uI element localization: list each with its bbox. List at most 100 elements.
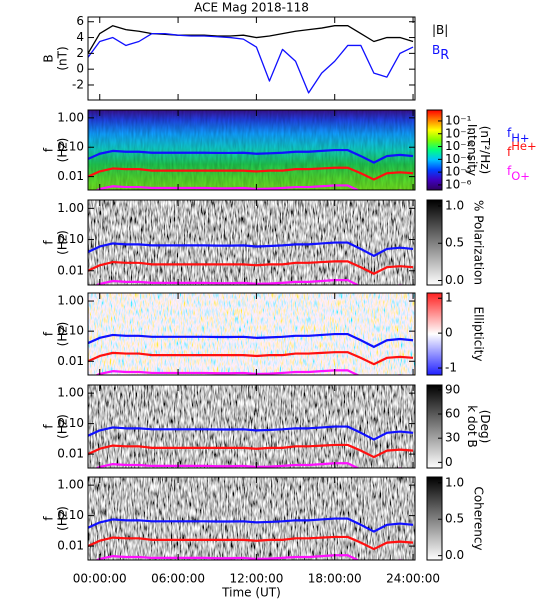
colorbar-tick-label: 10⁻⁴ [445, 152, 472, 166]
colorbar [426, 199, 443, 286]
colorbar-tick-label: 0.0 [445, 548, 464, 562]
colorbar-tick-label: 0 [445, 326, 453, 340]
colorbar-tick-label: -1 [445, 361, 457, 375]
y-axis-label: B [42, 54, 56, 62]
legend-entry: fO+ [507, 164, 530, 183]
y-tick-label: 1.00 [57, 386, 84, 400]
colorbar [426, 476, 443, 561]
series-line [94, 369, 408, 375]
y-tick-label: 0.10 [57, 232, 84, 246]
plot-area [88, 332, 414, 375]
colorbar-label: (nT²/Hz) [478, 126, 492, 174]
y-axis-label: f [42, 240, 56, 245]
colorbar-tick-label: 0 [445, 455, 453, 469]
colorbar-tick-label: 10⁻⁵ [445, 165, 472, 179]
plot-frame [87, 476, 416, 561]
x-tick-label: 12:00:00 [229, 572, 283, 586]
series-line [88, 443, 414, 459]
y-axis-label: (Hz) [56, 322, 70, 347]
colorbar-tick-label: 1.0 [445, 475, 464, 489]
spectrogram-image [88, 385, 415, 468]
series-line [94, 184, 409, 190]
legend-sub: He+ [511, 139, 536, 153]
series-line [88, 260, 414, 275]
y-tick-label: 1.00 [57, 478, 84, 492]
plot-frame [87, 199, 416, 286]
colorbar-tick-label: 1 [445, 291, 453, 305]
series-line [94, 462, 408, 468]
y-tick-label: 1.00 [57, 110, 84, 124]
plot-frame [87, 16, 416, 101]
y-tick-label: 2 [76, 46, 84, 60]
series-line [88, 166, 414, 181]
plot-area [88, 25, 414, 94]
legend-entry: fHe+ [507, 139, 537, 159]
plot-area [88, 148, 414, 190]
colorbar-tick-label: 10⁻² [445, 126, 472, 140]
x-tick-label: 06:00:00 [151, 572, 205, 586]
colorbar-tick-label: 60 [445, 407, 460, 421]
legend-entry: |B| [432, 23, 448, 37]
legend-name: f [507, 164, 512, 178]
spectrogram-image [88, 200, 415, 285]
colorbar-label: Intensity [465, 124, 479, 176]
plot-area [88, 241, 414, 285]
colorbar-tick-label: 0.0 [445, 273, 464, 287]
series-line [88, 32, 414, 94]
legend-name: f [507, 145, 512, 159]
y-axis-label: (nT) [56, 46, 70, 70]
y-axis-label: (Hz) [56, 506, 70, 531]
y-tick-label: 0.10 [57, 140, 84, 154]
y-tick-label: 0.01 [57, 447, 84, 461]
y-tick-label: 0.01 [57, 263, 84, 277]
colorbar-tick-label: 10⁻⁶ [445, 177, 472, 191]
x-axis-label: Time (UT) [221, 586, 281, 600]
colorbar-tick-label: 10⁻³ [445, 139, 472, 153]
series-line [88, 425, 414, 441]
y-tick-label: 1.00 [57, 294, 84, 308]
y-tick-label: 1.00 [57, 201, 84, 215]
colorbar-tick-label: 0.5 [445, 512, 464, 526]
y-tick-label: 0.01 [57, 539, 84, 553]
y-axis-label: f [42, 331, 56, 336]
plot-frame [87, 109, 416, 191]
x-tick-label: 24:00:00 [386, 572, 440, 586]
series-line [88, 148, 414, 164]
plot-area [88, 517, 414, 560]
y-axis-label: f [42, 516, 56, 521]
y-axis-label: (Hz) [56, 230, 70, 255]
y-tick-label: 4 [76, 30, 84, 44]
colorbar-tick-label: 0.5 [445, 236, 464, 250]
y-axis-label: f [42, 424, 56, 429]
y-axis-label: (Hz) [56, 138, 70, 163]
series-line [88, 332, 414, 348]
y-axis-label: (Hz) [56, 414, 70, 439]
y-tick-label: 0.10 [57, 508, 84, 522]
y-tick-label: 0 [76, 62, 84, 76]
legend-name: B [432, 43, 440, 57]
colorbar-tick-label: 90 [445, 382, 460, 396]
plot-frame [87, 384, 416, 469]
y-tick-label: 0.10 [57, 416, 84, 430]
spectrogram-image [88, 477, 415, 560]
plot-frame [87, 292, 416, 376]
legend-name: |B| [432, 23, 448, 37]
colorbar [426, 292, 443, 376]
colorbar-tick-label: 1.0 [445, 198, 464, 212]
series-line [88, 535, 414, 551]
colorbar [426, 109, 443, 191]
y-tick-label: 6 [76, 14, 84, 28]
colorbar-label: (Deg) [478, 410, 492, 444]
y-tick-label: 0.10 [57, 324, 84, 338]
series-line [94, 554, 408, 560]
spectrogram-texture [88, 110, 415, 190]
y-tick-label: 0.01 [57, 354, 84, 368]
colorbar-tick-label: 10⁻¹ [445, 113, 472, 127]
legend-entry: BR [432, 43, 449, 63]
colorbar [426, 384, 443, 469]
colorbar-label: Coherency [472, 486, 486, 550]
colorbar-label: Ellipticity [472, 307, 486, 362]
legend-sub: H+ [511, 131, 529, 145]
